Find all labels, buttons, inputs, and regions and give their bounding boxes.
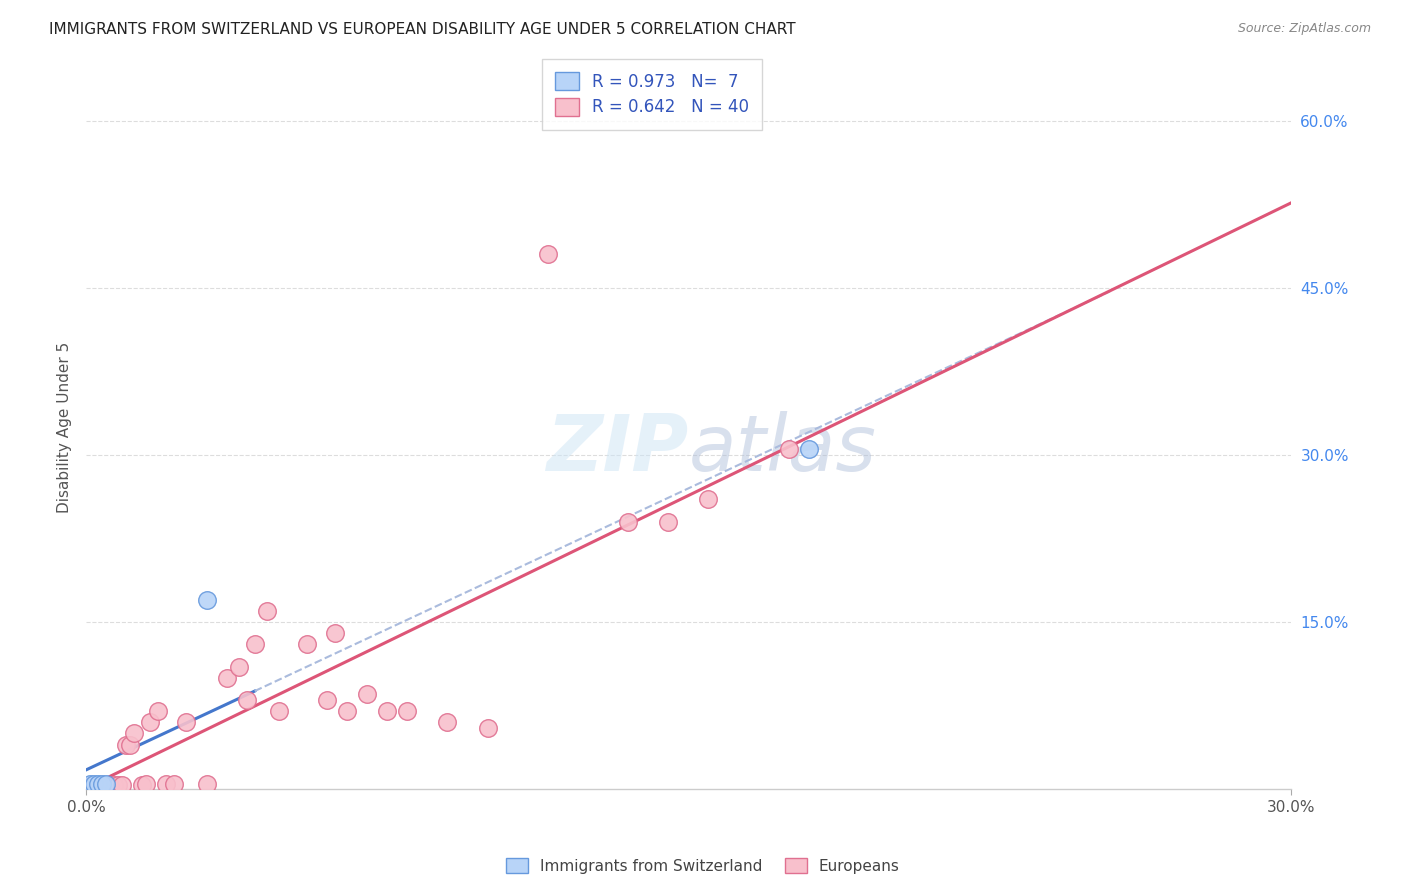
Point (228, 659, 250, 673)
Point (195, 592, 218, 607)
Point (657, 515, 679, 529)
Point (122, 726, 145, 740)
Text: IMMIGRANTS FROM SWITZERLAND VS EUROPEAN DISABILITY AGE UNDER 5 CORRELATION CHART: IMMIGRANTS FROM SWITZERLAND VS EUROPEAN … (49, 22, 796, 37)
Point (115, 738, 138, 752)
Point (135, 776, 157, 790)
Point (778, 442, 800, 457)
Point (375, 704, 398, 718)
Text: atlas: atlas (689, 411, 876, 487)
Point (87, 778, 110, 792)
Point (91, 779, 114, 793)
Point (215, 671, 238, 685)
Point (256, 604, 278, 618)
Point (323, 626, 346, 640)
Point (336, 704, 359, 718)
Point (267, 704, 290, 718)
Point (617, 515, 640, 529)
Point (94, 778, 117, 792)
Point (537, 247, 560, 261)
Point (79, 776, 101, 790)
Point (79, 779, 101, 793)
Point (155, 776, 177, 790)
Point (94, 776, 117, 790)
Point (436, 715, 458, 730)
Point (396, 704, 419, 718)
Point (243, 637, 266, 651)
Point (295, 637, 318, 651)
Point (107, 778, 129, 792)
Point (148, 704, 170, 718)
Point (103, 778, 125, 792)
Point (98, 779, 121, 793)
Point (131, 778, 153, 792)
Point (316, 693, 339, 707)
Point (477, 721, 499, 735)
Text: ZIP: ZIP (546, 411, 689, 487)
Point (111, 778, 134, 792)
Legend: R = 0.973   N=  7, R = 0.642   N = 40: R = 0.973 N= 7, R = 0.642 N = 40 (543, 59, 762, 129)
Point (797, 442, 820, 457)
Legend: Immigrants from Switzerland, Europeans: Immigrants from Switzerland, Europeans (501, 852, 905, 880)
Y-axis label: Disability Age Under 5: Disability Age Under 5 (58, 342, 72, 513)
Point (356, 688, 378, 702)
Point (120, 738, 142, 752)
Point (697, 492, 720, 507)
Point (195, 776, 218, 790)
Text: Source: ZipAtlas.com: Source: ZipAtlas.com (1237, 22, 1371, 36)
Point (176, 715, 198, 730)
Point (235, 693, 257, 707)
Point (91, 776, 114, 790)
Point (87, 776, 110, 790)
Point (83, 779, 105, 793)
Point (83, 776, 105, 790)
Point (139, 715, 162, 730)
Point (163, 776, 186, 790)
